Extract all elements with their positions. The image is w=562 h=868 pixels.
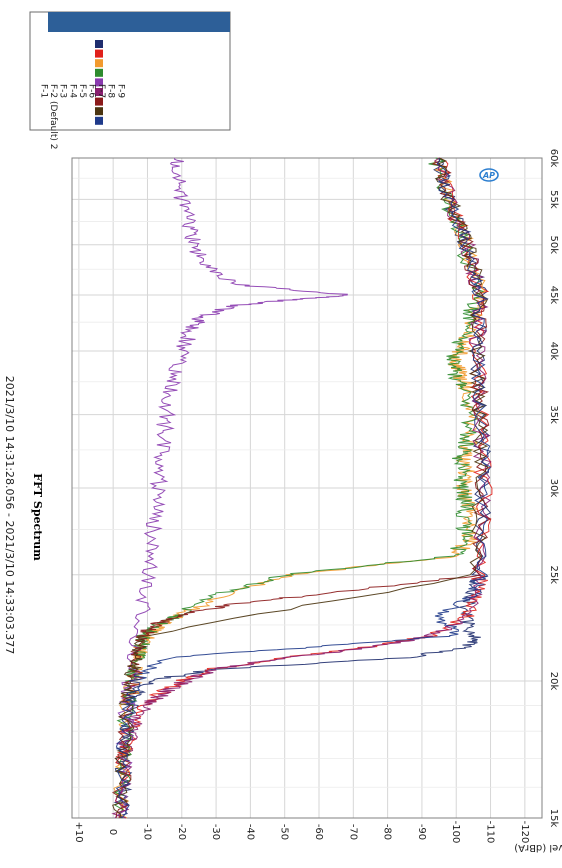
ap-logo-mark: AP [482, 171, 495, 180]
x-tick-label: 45k [548, 286, 559, 305]
legend-swatch [95, 49, 103, 58]
legend-label: F-8 [106, 84, 116, 98]
x-tick-label: 20k [548, 672, 559, 691]
y-axis-label: Level (dBrA) [514, 842, 562, 853]
series-line-7 [112, 157, 492, 819]
y-tick-label: -80 [382, 824, 393, 840]
legend-swatch [95, 88, 103, 96]
x-tick-label: 60k [548, 149, 559, 168]
y-tick-label: -50 [279, 824, 290, 840]
legend-swatch [95, 40, 103, 48]
x-tick-label: 15k [548, 809, 559, 828]
x-tick-label: 35k [548, 405, 559, 424]
legend-item: F-1 [39, 40, 103, 98]
legend-title: Data [62, 63, 73, 90]
x-tick-labels: 15k 20k 25k 30k 35k 40k 45k 50k 55k 60k [548, 149, 559, 828]
y-tick-label: +10 [73, 821, 84, 842]
legend-swatch [95, 107, 103, 116]
y-tick-label: -30 [210, 824, 221, 840]
y-tick-label: -110 [485, 821, 496, 844]
legend-label: F-2 (Default) 2 [48, 84, 58, 150]
x-tick-label: 25k [548, 566, 559, 585]
legend-label: F-4 [67, 84, 77, 98]
y-tick-label: -40 [244, 824, 255, 840]
series-line-9 [115, 157, 492, 819]
y-tick-label: 0 [107, 829, 118, 835]
x-tick-label: 50k [548, 236, 559, 255]
series-line-4 [113, 157, 485, 819]
legend-item: F-7 [95, 84, 106, 106]
legend-header [48, 12, 230, 32]
chart-subtitle: 2021/3/10 14:31:28.056 - 2021/3/10 14:33… [3, 376, 16, 655]
y-tick-label: -90 [416, 824, 427, 840]
ap-logo: AP [479, 168, 499, 182]
y-tick-label: -60 [313, 824, 324, 840]
legend-label: F-6 [87, 84, 97, 98]
legend-items: F-1 F-2 (Default) 2 F-3 F-4 F-5 F-6 F-7 F-8 F-9 [39, 40, 125, 150]
x-tick-label: 30k [548, 479, 559, 498]
legend-label: F-9 [115, 84, 125, 98]
legend-label: F-1 [39, 84, 49, 98]
series-line-8 [112, 157, 489, 819]
legend-swatch [95, 59, 103, 68]
plot-frame [71, 157, 543, 819]
legend-swatch [95, 68, 103, 77]
legend-item: F-2 (Default) 2 [48, 49, 103, 150]
legend-swatch [95, 97, 103, 106]
series-layer [111, 157, 493, 819]
y-tick-labels: +10 0 -10 -20 -30 -40 -50 -60 -70 -80 -90 -100 -110 -… [73, 821, 530, 844]
y-tick-label: -10 [141, 824, 152, 840]
legend-item: F-3 [58, 59, 103, 98]
legend-swatch [95, 78, 103, 87]
chart-title: FFT Spectrum [31, 473, 44, 561]
legend-swatch [95, 116, 103, 125]
x-tick-label: 40k [548, 342, 559, 361]
legend-item: F-8 [95, 84, 116, 116]
legend-item: F-6 [87, 84, 103, 98]
y-tick-label: -70 [347, 824, 358, 840]
legend-label: F-7 [96, 84, 106, 98]
series-line-5 [114, 157, 348, 819]
legend-label: F-5 [77, 84, 87, 98]
y-tick-label: -120 [519, 821, 530, 844]
y-tick-label: -20 [176, 824, 187, 840]
legend-item: F-9 [95, 84, 125, 125]
legend: Data F-1 F-2 (Default) 2 F-3 F-4 F-5 F-6 F-7 F-… [29, 11, 231, 150]
legend-label: F-3 [58, 84, 68, 98]
legend-item: F-5 [77, 78, 103, 98]
y-tick-label: -100 [450, 821, 461, 844]
legend-item: F-4 [67, 68, 103, 98]
x-tick-label: 55k [548, 190, 559, 209]
ap-logo-ring [479, 168, 499, 182]
